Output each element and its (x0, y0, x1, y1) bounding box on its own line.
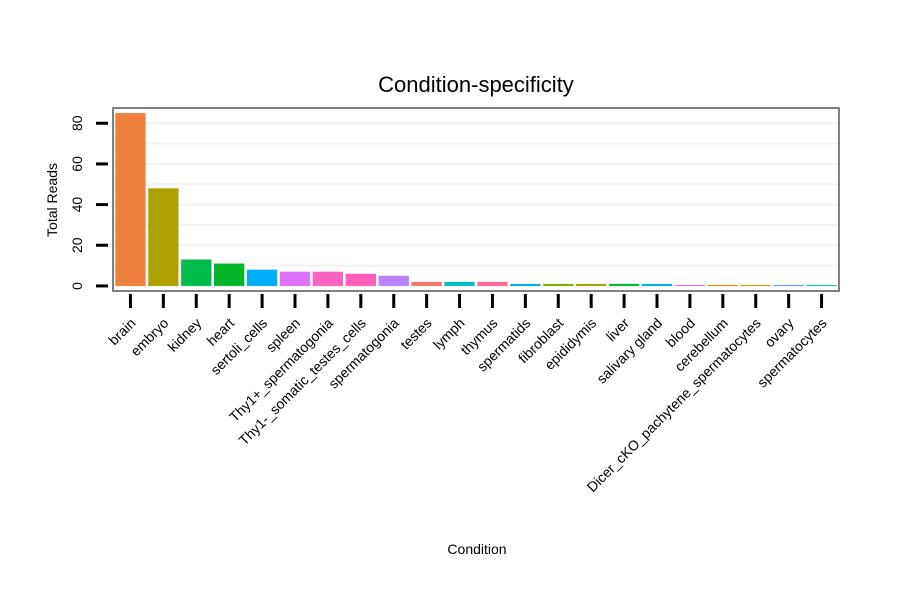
bar-salivary-gland (641, 283, 673, 286)
bar-spleen (279, 271, 311, 286)
bar-spermatids (510, 283, 541, 286)
y-tick-label: 40 (69, 197, 85, 213)
x-tick-label: embryo (127, 315, 171, 359)
y-axis-label: Total Reads (44, 163, 60, 237)
bar-cerebellum (707, 284, 738, 286)
bar-testes (411, 281, 442, 286)
gridlines (114, 122, 838, 287)
y-axis: 0 20 40 60 80 (69, 115, 108, 290)
y-tick-label: 0 (69, 282, 85, 290)
bar-spermatogonia (378, 275, 409, 286)
bar-blood (674, 284, 706, 286)
bar-brain (115, 113, 146, 286)
bar-embryo (148, 188, 179, 286)
bar-thy1-somatic-testes-cells (345, 273, 376, 286)
chart-title: Condition-specificity (378, 72, 574, 97)
bar-epididymis (576, 283, 607, 286)
bar-fibroblast (543, 283, 574, 286)
y-tick-label: 80 (69, 115, 85, 131)
bars (115, 113, 837, 286)
bar-liver (608, 283, 640, 286)
bar-thy1-spermatogonia (312, 271, 344, 286)
bar-lymph (444, 281, 475, 286)
bar-ovary (773, 284, 804, 286)
bar-kidney (181, 259, 212, 286)
y-tick-label: 20 (69, 237, 85, 253)
plot-frame (112, 107, 840, 292)
bar-thymus (477, 281, 508, 286)
x-axis-label: Condition (447, 541, 506, 557)
x-tick-label: kidney (164, 315, 204, 355)
x-tick-label: testes (397, 315, 435, 353)
bar-spermatocytes (806, 284, 837, 286)
bar-heart (214, 263, 245, 286)
bar-sertoli-cells (246, 269, 278, 286)
y-tick-label: 60 (69, 156, 85, 172)
bar-dicer-cko-pachytene-spermatocytes (740, 284, 771, 286)
